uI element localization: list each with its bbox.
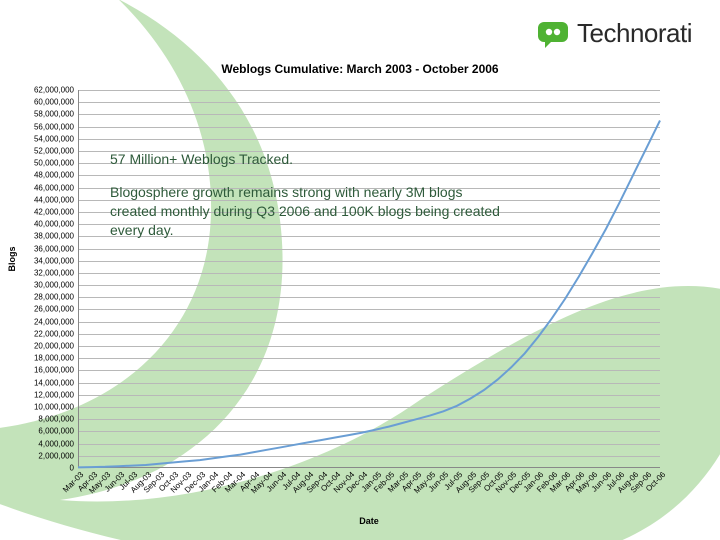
y-tick-label: 48,000,000 [14,171,74,180]
y-tick-label: 10,000,000 [14,403,74,412]
y-tick-label: 50,000,000 [14,159,74,168]
chart-area: 02,000,0004,000,0006,000,0008,000,00010,… [78,90,660,468]
y-tick-label: 40,000,000 [14,220,74,229]
y-tick-label: 62,000,000 [14,86,74,95]
y-tick-label: 28,000,000 [14,293,74,302]
x-axis-label: Date [78,516,660,526]
brand-name: Technorati [577,18,692,49]
y-tick-label: 20,000,000 [14,342,74,351]
y-tick-label: 6,000,000 [14,427,74,436]
y-tick-label: 36,000,000 [14,244,74,253]
callout-text: 57 Million+ Weblogs Tracked. Blogosphere… [110,150,510,240]
y-tick-label: 4,000,000 [14,439,74,448]
callout-body: Blogosphere growth remains strong with n… [110,183,510,240]
y-tick-label: 2,000,000 [14,451,74,460]
y-tick-label: 52,000,000 [14,146,74,155]
y-tick-label: 8,000,000 [14,415,74,424]
y-tick-label: 30,000,000 [14,281,74,290]
y-tick-label: 22,000,000 [14,329,74,338]
y-tick-label: 14,000,000 [14,378,74,387]
line-series [78,90,660,468]
y-tick-label: 58,000,000 [14,110,74,119]
y-tick-label: 32,000,000 [14,268,74,277]
y-tick-label: 12,000,000 [14,390,74,399]
brand-logo: Technorati [537,18,692,49]
chart-title: Weblogs Cumulative: March 2003 - October… [0,62,720,76]
technorati-bubble-icon [537,19,571,49]
y-tick-label: 24,000,000 [14,317,74,326]
y-tick-label: 60,000,000 [14,98,74,107]
y-tick-label: 56,000,000 [14,122,74,131]
y-tick-label: 54,000,000 [14,134,74,143]
y-tick-label: 42,000,000 [14,207,74,216]
y-tick-label: 18,000,000 [14,354,74,363]
y-tick-label: 0 [14,464,74,473]
callout-headline: 57 Million+ Weblogs Tracked. [110,150,510,169]
y-tick-label: 34,000,000 [14,256,74,265]
y-axis-label: Blogs [7,246,17,271]
y-tick-label: 26,000,000 [14,305,74,314]
y-tick-label: 38,000,000 [14,232,74,241]
y-tick-label: 16,000,000 [14,366,74,375]
y-tick-label: 44,000,000 [14,195,74,204]
y-tick-label: 46,000,000 [14,183,74,192]
